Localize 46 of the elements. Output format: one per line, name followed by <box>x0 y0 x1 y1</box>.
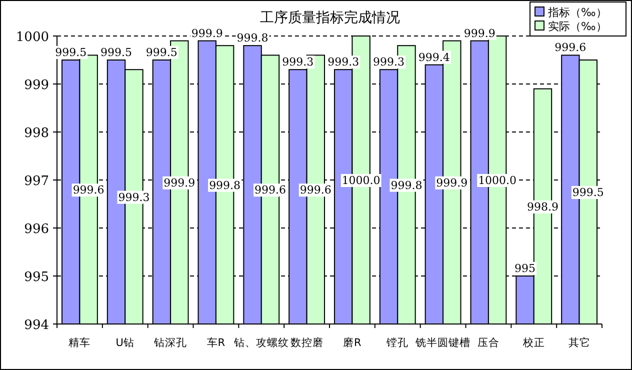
y-tick-label: 1000 <box>16 30 49 45</box>
data-label: 999.5 <box>100 46 132 59</box>
y-tick-label: 997 <box>24 174 49 189</box>
data-label: 999.8 <box>209 178 241 192</box>
data-label: 999.8 <box>390 178 422 192</box>
data-label: 999.9 <box>464 26 496 40</box>
x-tick-label: 其它 <box>568 336 590 349</box>
data-label: 999.6 <box>300 184 332 197</box>
data-label: 999.3 <box>282 56 314 69</box>
x-tick-label: 钻、攻螺纹 <box>232 336 289 349</box>
x-tick-label: 数控磨 <box>290 336 324 349</box>
data-label: 999.8 <box>236 32 268 45</box>
x-tick-label: 校正 <box>522 336 545 349</box>
data-label: 1000.0 <box>342 174 380 187</box>
x-tick-label: 压合 <box>477 336 500 349</box>
data-label: 999.3 <box>373 56 405 69</box>
data-label: 999.5 <box>55 46 87 59</box>
y-tick-label: 994 <box>24 318 49 333</box>
y-tick-label: 999 <box>24 78 49 93</box>
y-tick-label: 996 <box>24 222 49 237</box>
chart-title: 工序质量指标完成情况 <box>260 10 400 26</box>
data-label: 998.9 <box>526 200 558 214</box>
x-tick-label: 精车 <box>68 336 91 349</box>
y-tick-label: 998 <box>24 126 49 141</box>
data-label: 999.9 <box>191 26 223 40</box>
data-label: 1000.0 <box>478 174 517 187</box>
data-label: 999.3 <box>118 190 150 204</box>
x-tick-label: U钻 <box>116 337 134 349</box>
data-label: 999.6 <box>554 41 586 54</box>
data-label: 999.5 <box>572 186 604 199</box>
x-tick-label: 钻深孔 <box>153 337 188 349</box>
data-label: 999.6 <box>254 184 286 197</box>
data-label: 999.3 <box>328 56 360 69</box>
data-label: 999.4 <box>418 50 450 64</box>
x-tick-label: 车R <box>206 336 226 349</box>
data-label: 999.6 <box>72 184 104 197</box>
data-label: 999.5 <box>146 46 178 59</box>
data-label: 999.9 <box>164 176 196 190</box>
y-tick-label: 995 <box>24 270 49 285</box>
x-tick-label: 磨R <box>343 336 362 349</box>
x-tick-label: 镗孔 <box>386 337 409 349</box>
data-label: 999.9 <box>436 176 468 190</box>
legend-label: 指标（‰） <box>547 6 607 19</box>
legend-label: 实际（‰） <box>548 20 607 33</box>
data-label: 995 <box>514 262 536 275</box>
x-tick-label: 铣半圆键槽 <box>414 336 471 349</box>
